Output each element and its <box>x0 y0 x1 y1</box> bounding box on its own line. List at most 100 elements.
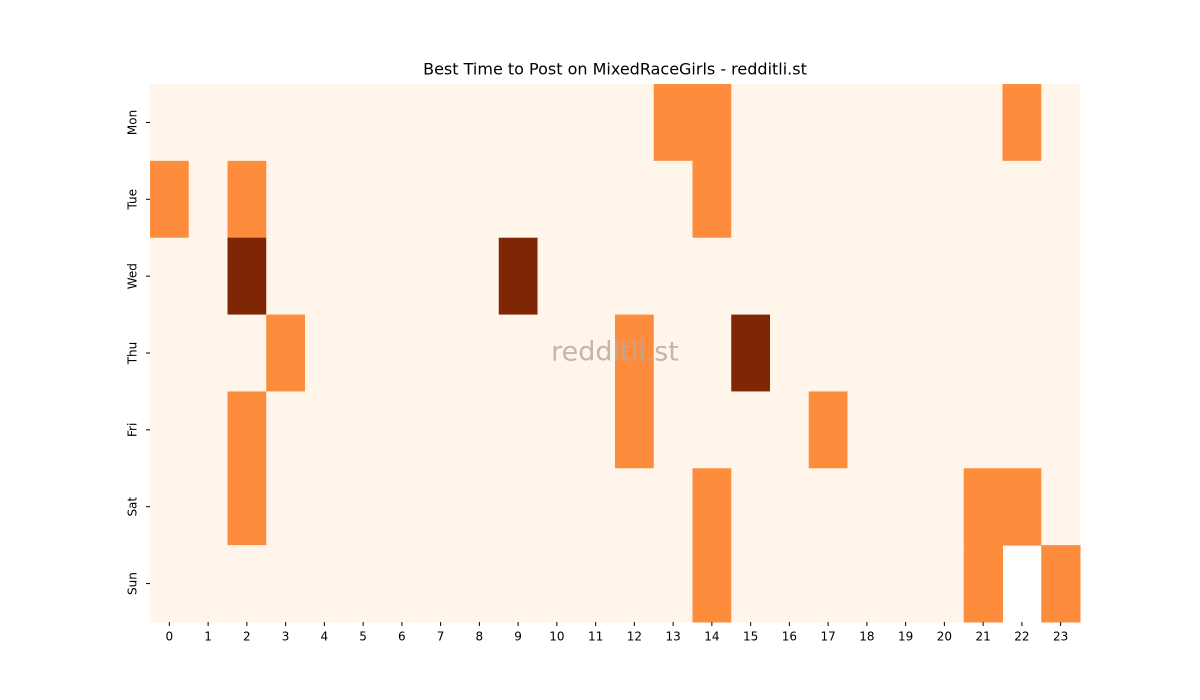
y-tick-label: Fri <box>126 423 140 437</box>
cell <box>343 391 383 469</box>
cell <box>537 84 577 162</box>
cell <box>266 237 306 316</box>
cell <box>963 237 1003 316</box>
cell <box>653 237 693 316</box>
cell <box>770 84 810 162</box>
cell <box>731 391 771 469</box>
cell <box>421 160 461 239</box>
cell <box>150 84 190 162</box>
cell <box>808 237 848 316</box>
x-tick-label: 8 <box>476 630 484 644</box>
cell <box>692 84 732 162</box>
cell <box>498 84 538 162</box>
cell <box>537 237 577 316</box>
cell <box>653 468 693 546</box>
cell <box>847 468 887 546</box>
x-tick-label: 18 <box>859 630 874 644</box>
cell <box>382 468 422 546</box>
cell <box>460 160 500 239</box>
cell <box>808 314 848 392</box>
cell <box>460 84 500 162</box>
x-tick-label: 12 <box>627 630 642 644</box>
cell <box>808 545 848 623</box>
cell <box>770 237 810 316</box>
cell <box>188 391 228 469</box>
cell <box>150 391 190 469</box>
cell <box>227 545 267 623</box>
cell <box>537 314 577 392</box>
cell <box>188 160 228 239</box>
chart-title: Best Time to Post on MixedRaceGirls - re… <box>423 60 807 79</box>
cell <box>1041 314 1081 392</box>
cell <box>1041 545 1081 623</box>
cell <box>770 545 810 623</box>
x-tick-label: 1 <box>204 630 212 644</box>
cell <box>576 237 616 316</box>
x-tick-label: 21 <box>975 630 990 644</box>
cell <box>188 468 228 546</box>
cell <box>808 160 848 239</box>
cell <box>227 314 267 392</box>
cell <box>343 468 383 546</box>
cell <box>886 391 926 469</box>
cell <box>227 391 267 469</box>
cell <box>421 468 461 546</box>
cell <box>847 314 887 392</box>
cell <box>731 237 771 316</box>
cell <box>808 391 848 469</box>
cell <box>1002 84 1042 162</box>
cell <box>847 545 887 623</box>
cell <box>963 84 1003 162</box>
cell <box>343 314 383 392</box>
cell <box>576 391 616 469</box>
cell <box>653 391 693 469</box>
cell <box>731 545 771 623</box>
cell <box>305 160 345 239</box>
cell <box>847 391 887 469</box>
cell <box>692 468 732 546</box>
cell <box>1002 314 1042 392</box>
cell <box>615 314 655 392</box>
x-tick-label: 9 <box>514 630 522 644</box>
cell <box>886 545 926 623</box>
cell <box>460 314 500 392</box>
cell <box>770 314 810 392</box>
cell <box>188 84 228 162</box>
cell <box>653 545 693 623</box>
cell <box>460 391 500 469</box>
x-tick-label: 14 <box>704 630 719 644</box>
cell <box>188 545 228 623</box>
cell <box>227 237 267 316</box>
cell <box>731 468 771 546</box>
cell <box>692 391 732 469</box>
cell <box>770 468 810 546</box>
cell <box>421 545 461 623</box>
cell <box>498 160 538 239</box>
cell <box>576 468 616 546</box>
cell <box>460 468 500 546</box>
x-tick-label: 4 <box>321 630 329 644</box>
cell <box>227 468 267 546</box>
cell <box>576 314 616 392</box>
watermark: redditli.st <box>551 337 679 368</box>
cell <box>615 545 655 623</box>
x-tick-label: 0 <box>166 630 174 644</box>
cell <box>382 84 422 162</box>
cell <box>421 84 461 162</box>
cell <box>963 160 1003 239</box>
cell <box>847 84 887 162</box>
x-tick-label: 3 <box>282 630 290 644</box>
y-tick-label: Wed <box>126 263 140 289</box>
cell <box>770 160 810 239</box>
cell <box>615 391 655 469</box>
cell <box>615 84 655 162</box>
cell <box>692 160 732 239</box>
cell <box>692 237 732 316</box>
cell <box>537 391 577 469</box>
x-tick-label: 10 <box>549 630 564 644</box>
y-tick-label: Mon <box>126 110 140 135</box>
cell <box>266 314 306 392</box>
cell <box>382 237 422 316</box>
cell <box>382 391 422 469</box>
y-tick-label: Sun <box>126 572 140 595</box>
